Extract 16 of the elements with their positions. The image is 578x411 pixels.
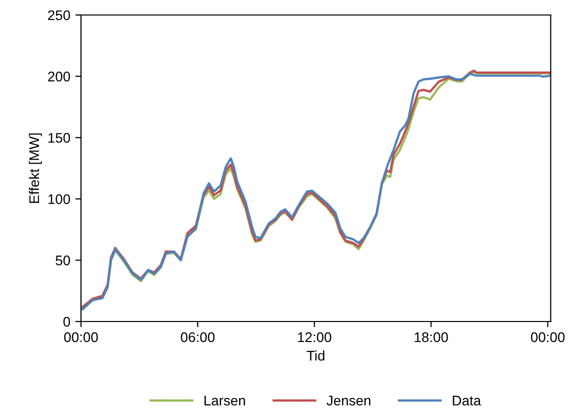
y-tick-label: 50 — [56, 256, 70, 266]
y-axis-title: Effekt [MW] — [28, 133, 42, 203]
x-tick-label: 06:00 — [180, 332, 215, 342]
x-tick-label: 18:00 — [414, 332, 448, 342]
x-axis-title: Tid — [306, 350, 324, 361]
legend-label: Larsen — [204, 396, 245, 406]
y-tick-label: 100 — [48, 194, 70, 204]
x-tick-label: 00:00 — [530, 332, 565, 342]
y-tick-label: 150 — [48, 132, 70, 143]
x-tick-label: 00:00 — [64, 332, 98, 342]
legend-label: Data — [452, 396, 482, 406]
y-tick-label: 250 — [48, 10, 70, 20]
legend-label: Jensen — [326, 396, 370, 406]
y-tick-label: 200 — [48, 72, 70, 82]
y-tick-label: 0 — [63, 316, 70, 327]
x-tick-label: 12:00 — [298, 332, 332, 342]
